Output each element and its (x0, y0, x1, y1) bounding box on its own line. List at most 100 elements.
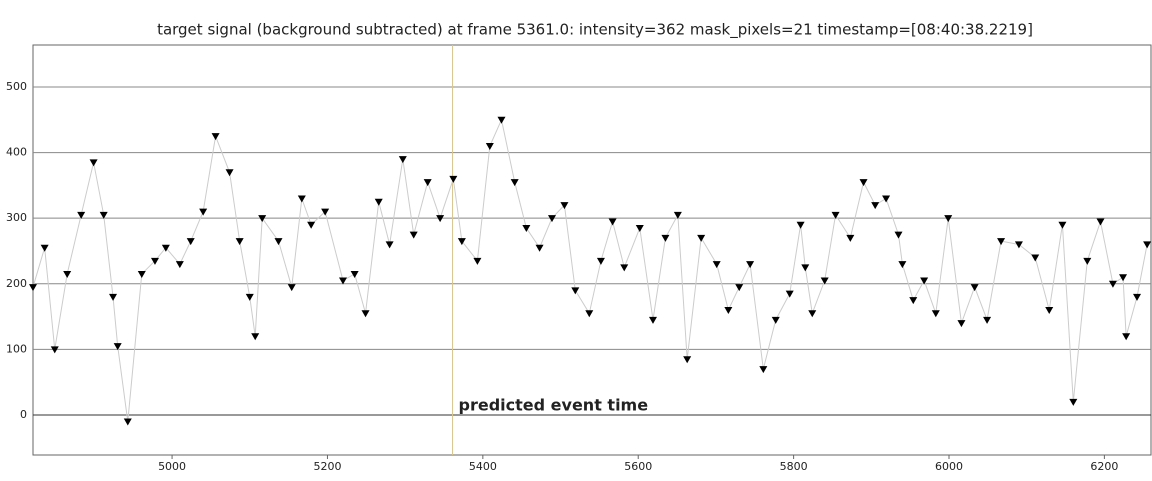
point (1108, 280, 1117, 288)
point (161, 244, 170, 252)
point (457, 238, 466, 246)
point (871, 202, 880, 210)
signal-line (32, 118, 1148, 422)
point (735, 284, 744, 292)
annotation: predicted event time (459, 395, 649, 414)
point (109, 293, 118, 301)
x-tick-label: 5200 (313, 460, 341, 473)
y-tick-label: 500 (6, 80, 27, 93)
point (150, 257, 159, 265)
point (648, 316, 657, 324)
point (1096, 218, 1105, 226)
point (894, 231, 903, 239)
point (398, 156, 407, 164)
point (485, 143, 494, 151)
x-tick-label: 5000 (158, 460, 186, 473)
x-tick-label: 5400 (469, 460, 497, 473)
point (997, 238, 1006, 246)
point (350, 270, 359, 278)
point (585, 310, 594, 318)
point (385, 241, 394, 249)
point (970, 284, 979, 292)
point (235, 238, 244, 246)
point (635, 225, 644, 233)
point (661, 234, 670, 242)
point (186, 238, 195, 246)
point (712, 261, 721, 269)
point (820, 277, 829, 285)
point (510, 179, 519, 187)
point (423, 179, 432, 187)
point (571, 287, 580, 295)
point (258, 215, 267, 223)
y-tick-label: 100 (6, 342, 27, 355)
point (321, 208, 330, 216)
point (374, 198, 383, 206)
point (535, 244, 544, 252)
point (1133, 293, 1142, 301)
point (29, 284, 37, 292)
point (40, 244, 49, 252)
point (473, 257, 482, 265)
point (274, 238, 283, 246)
point (673, 211, 682, 219)
point (1045, 307, 1054, 315)
point (808, 310, 817, 318)
point (1083, 257, 1092, 265)
point (199, 208, 208, 216)
point (1031, 254, 1040, 262)
point (697, 234, 706, 242)
point (724, 307, 733, 315)
point (77, 211, 86, 219)
point (1119, 274, 1128, 282)
point (123, 418, 132, 426)
point (99, 211, 108, 219)
point (361, 310, 370, 318)
y-tick-label: 200 (6, 277, 27, 290)
point (137, 270, 146, 278)
point (759, 366, 768, 374)
point (225, 169, 234, 177)
point (909, 297, 918, 305)
point (785, 290, 794, 298)
point (338, 277, 347, 285)
point (1069, 398, 1078, 406)
point (307, 221, 316, 229)
point (608, 218, 617, 226)
point (211, 133, 220, 141)
point (547, 215, 556, 223)
point (113, 343, 122, 351)
point (882, 195, 891, 203)
point (596, 257, 605, 265)
point (846, 234, 855, 242)
y-tick-label: 400 (6, 146, 27, 159)
x-tick-label: 6000 (935, 460, 963, 473)
point (746, 261, 755, 269)
point (983, 316, 992, 324)
point (801, 264, 810, 272)
point (796, 221, 805, 229)
point (251, 333, 260, 341)
point (449, 175, 458, 183)
point (920, 277, 929, 285)
point (957, 320, 966, 328)
x-tick-label: 5600 (624, 460, 652, 473)
point (436, 215, 445, 223)
y-tick-label: 300 (6, 211, 27, 224)
y-tick-label: 0 (20, 408, 27, 421)
point (859, 179, 868, 187)
point (931, 310, 940, 318)
point (560, 202, 569, 210)
point (1058, 221, 1067, 229)
point (944, 215, 953, 223)
point (287, 284, 296, 292)
point (771, 316, 780, 324)
point (898, 261, 907, 269)
point (831, 211, 840, 219)
point (1122, 333, 1131, 341)
point (175, 261, 184, 269)
x-tick-label: 6200 (1090, 460, 1118, 473)
point (245, 293, 254, 301)
point (297, 195, 306, 203)
